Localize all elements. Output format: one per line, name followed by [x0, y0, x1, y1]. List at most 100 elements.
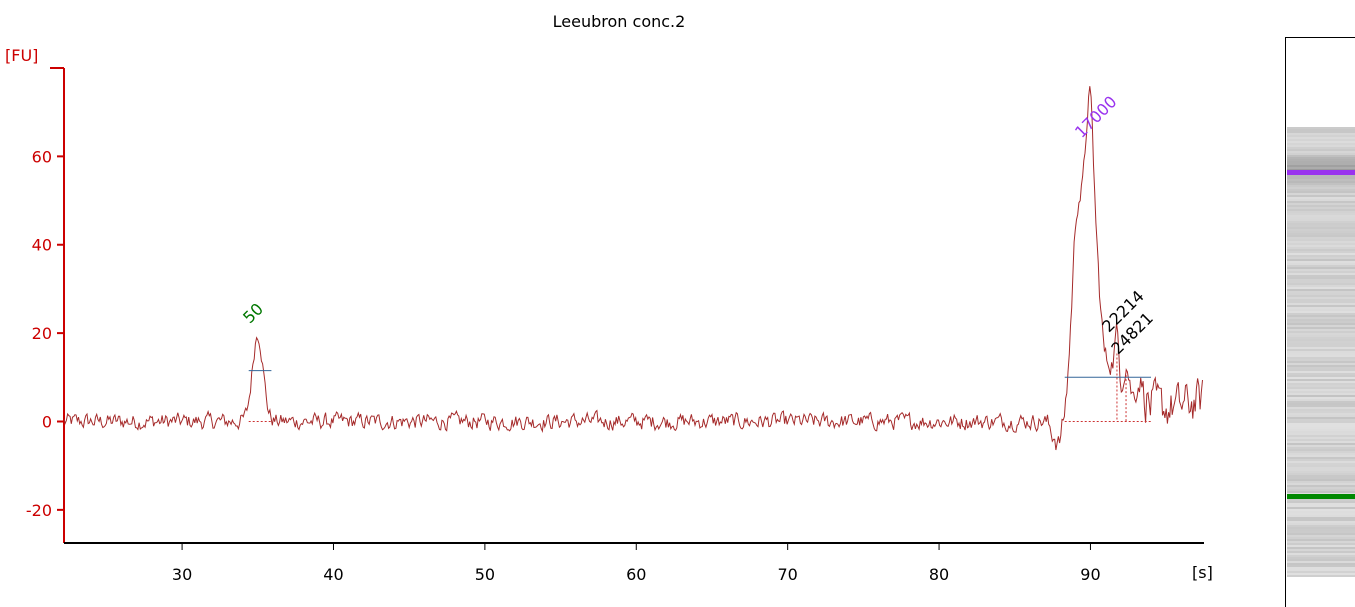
gel-stripe: [1287, 405, 1355, 407]
gel-stripe: [1287, 415, 1355, 417]
gel-stripe: [1287, 531, 1355, 533]
gel-stripe: [1287, 299, 1355, 301]
gel-stripe: [1287, 471, 1355, 473]
gel-stripe: [1287, 365, 1355, 367]
gel-stripe: [1287, 187, 1355, 189]
gel-stripe: [1287, 303, 1355, 305]
gel-stripe: [1287, 569, 1355, 571]
gel-stripe: [1287, 197, 1355, 199]
gel-stripe: [1287, 343, 1355, 345]
gel-stripe: [1287, 325, 1355, 327]
gel-stripe: [1287, 127, 1355, 129]
gel-stripe: [1287, 245, 1355, 247]
gel-stripe: [1287, 395, 1355, 397]
gel-stripe: [1287, 367, 1355, 369]
gel-stripe: [1287, 389, 1355, 391]
gel-stripe: [1287, 249, 1355, 251]
gel-stripe: [1287, 461, 1355, 463]
gel-stripe: [1287, 287, 1355, 289]
gel-stripe: [1287, 353, 1355, 355]
gel-stripe: [1287, 411, 1355, 413]
gel-stripe: [1287, 247, 1355, 249]
gel-stripe: [1287, 311, 1355, 313]
gel-stripe: [1287, 231, 1355, 233]
gel-stripe: [1287, 305, 1355, 307]
gel-stripe: [1287, 139, 1355, 141]
gel-stripe: [1287, 283, 1355, 285]
gel-stripe: [1287, 257, 1355, 259]
gel-stripe: [1287, 547, 1355, 549]
gel-stripe: [1287, 193, 1355, 195]
gel-stripe: [1287, 557, 1355, 559]
x-tick-label: 60: [626, 565, 646, 584]
gel-smear: [1287, 157, 1355, 159]
gel-stripe: [1287, 225, 1355, 227]
gel-stripe: [1287, 145, 1355, 147]
x-tick-label: 90: [1080, 565, 1100, 584]
gel-smear: [1287, 155, 1355, 157]
gel-stripe: [1287, 277, 1355, 279]
gel-stripe: [1287, 239, 1355, 241]
gel-stripe: [1287, 135, 1355, 137]
gel-stripe: [1287, 337, 1355, 339]
gel-stripe: [1287, 433, 1355, 435]
gel-stripe: [1287, 489, 1355, 491]
gel-stripe: [1287, 539, 1355, 541]
gel-smear: [1287, 165, 1355, 167]
gel-stripe: [1287, 455, 1355, 457]
gel-stripe: [1287, 447, 1355, 449]
gel-stripe: [1287, 523, 1355, 525]
gel-stripe: [1287, 201, 1355, 203]
gel-stripe: [1287, 375, 1355, 377]
gel-smear: [1287, 153, 1355, 155]
gel-stripe: [1287, 281, 1355, 283]
gel-stripe: [1287, 513, 1355, 515]
gel-stripe: [1287, 441, 1355, 443]
gel-stripe: [1287, 317, 1355, 319]
x-tick-label: 50: [475, 565, 495, 584]
x-tick-label: 40: [323, 565, 343, 584]
gel-lane: [1287, 127, 1355, 577]
gel-stripe: [1287, 407, 1355, 409]
gel-stripe: [1287, 413, 1355, 415]
gel-stripe: [1287, 573, 1355, 575]
gel-stripe: [1287, 341, 1355, 343]
gel-smear: [1287, 151, 1355, 153]
y-tick-label: 40: [32, 236, 52, 255]
gel-stripe: [1287, 259, 1355, 261]
gel-stripe: [1287, 345, 1355, 347]
gel-stripe: [1287, 301, 1355, 303]
gel-stripe: [1287, 409, 1355, 411]
x-tick-label: 80: [929, 565, 949, 584]
gel-stripe: [1287, 243, 1355, 245]
chart-title: Leeubron conc.2: [553, 12, 686, 31]
gel-stripe: [1287, 491, 1355, 493]
gel-stripe: [1287, 381, 1355, 383]
gel-stripe: [1287, 571, 1355, 573]
gel-stripe: [1287, 477, 1355, 479]
gel-stripe: [1287, 261, 1355, 263]
gel-stripe: [1287, 207, 1355, 209]
gel-stripe: [1287, 327, 1355, 329]
gel-stripe: [1287, 445, 1355, 447]
gel-stripe: [1287, 425, 1355, 427]
peak-label: 50: [239, 299, 267, 327]
gel-stripe: [1287, 483, 1355, 485]
gel-stripe: [1287, 131, 1355, 133]
gel-stripe: [1287, 567, 1355, 569]
y-axis-label: [FU]: [5, 46, 38, 65]
gel-stripe: [1287, 401, 1355, 403]
gel-stripe: [1287, 263, 1355, 265]
gel-stripe: [1287, 457, 1355, 459]
gel-stripe: [1287, 315, 1355, 317]
gel-stripe: [1287, 479, 1355, 481]
gel-stripe: [1287, 553, 1355, 555]
gel-smear: [1287, 185, 1355, 187]
gel-stripe: [1287, 451, 1355, 453]
gel-stripe: [1287, 563, 1355, 565]
gel-stripe: [1287, 373, 1355, 375]
gel-stripe: [1287, 435, 1355, 437]
gel-stripe: [1287, 575, 1355, 577]
